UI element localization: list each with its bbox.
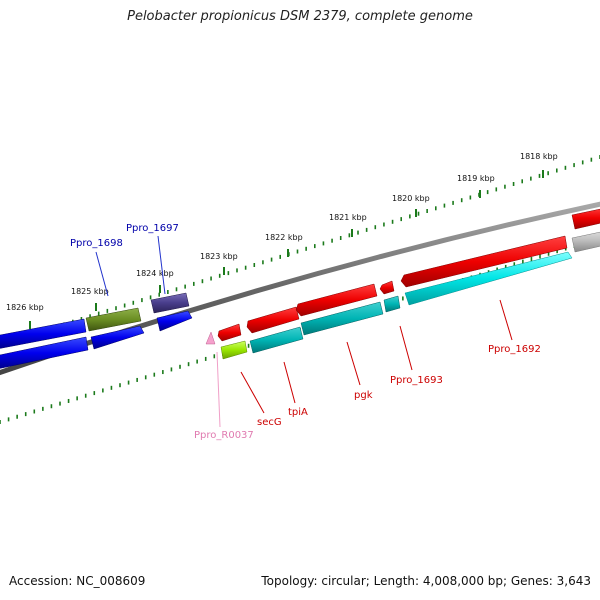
gene-label[interactable]: Ppro_1697 xyxy=(126,223,179,234)
scale-tick-label: 1826 kbp xyxy=(6,303,44,312)
gene-label[interactable]: tpiA xyxy=(288,407,308,418)
gene-ppro-1692-red[interactable] xyxy=(400,235,568,288)
gene-label[interactable]: Ppro_1693 xyxy=(390,375,443,386)
scale-tick-label: 1820 kbp xyxy=(392,194,430,203)
gene-olive[interactable] xyxy=(85,307,142,332)
leader-ppro-1697 xyxy=(157,235,166,295)
gene-label[interactable]: Ppro_1692 xyxy=(488,344,541,355)
gene-secg-lime[interactable] xyxy=(220,340,248,360)
label-leaders xyxy=(95,235,513,428)
scale-tick-label: 1823 kbp xyxy=(200,252,238,261)
gene-label[interactable]: secG xyxy=(257,417,282,428)
gene-label[interactable]: Ppro_1698 xyxy=(70,238,123,249)
gene-red-small-a[interactable] xyxy=(217,323,242,342)
scale-tick-label: 1819 kbp xyxy=(457,174,495,183)
scale-tick-label: 1818 kbp xyxy=(520,152,558,161)
reverse-strand-genes xyxy=(0,230,600,369)
gene-cyan-long[interactable] xyxy=(404,251,573,306)
gene-red-small-b[interactable] xyxy=(379,280,395,295)
forward-strand-genes xyxy=(0,207,600,349)
gene-label[interactable]: pgk xyxy=(354,390,373,401)
leader-ppro-1693 xyxy=(399,325,413,371)
gene-ppro-r0037-pink[interactable] xyxy=(205,331,216,345)
scale-tick-label: 1821 kbp xyxy=(329,213,367,222)
leader-ppro-1698 xyxy=(95,251,109,297)
gene-gray-edge[interactable] xyxy=(571,230,600,253)
gene-teal-c[interactable] xyxy=(383,295,401,313)
gene-blue-bottom-a[interactable] xyxy=(0,336,89,369)
scale-tick-label: 1822 kbp xyxy=(265,233,303,242)
leader-secg xyxy=(240,371,265,414)
gene-label[interactable]: Ppro_R0037 xyxy=(194,430,254,441)
gene-ppro-1697-navy[interactable] xyxy=(150,292,190,314)
leader-pgk xyxy=(346,341,361,386)
gene-blue-bottom-b[interactable] xyxy=(90,325,145,350)
scale-tick-label: 1825 kbp xyxy=(71,287,109,296)
gene-red-edge[interactable] xyxy=(571,207,600,230)
scale-tick-label: 1824 kbp xyxy=(136,269,174,278)
gene-tpia-red[interactable] xyxy=(246,306,300,334)
gene-teal-a[interactable] xyxy=(249,326,304,354)
leader-ppro-1692 xyxy=(499,299,513,341)
accession-text: Accession: NC_008609 xyxy=(9,574,146,588)
gene-teal-b[interactable] xyxy=(300,301,384,336)
scale-ticks: 1818 kbp 1819 kbp 1820 kbp 1821 kbp 1822 kbp… xyxy=(0,152,600,424)
leader-tpia xyxy=(283,361,296,404)
gene-blue-top[interactable] xyxy=(0,318,87,349)
map-title: Pelobacter propionicus DSM 2379, complet… xyxy=(127,9,473,24)
topology-summary-text: Topology: circular; Length: 4,008,000 bp… xyxy=(261,574,591,588)
leader-ppro-r0037 xyxy=(216,351,221,428)
gene-ppro-1698-blue[interactable] xyxy=(156,310,193,332)
gene-pgk-red[interactable] xyxy=(295,283,378,317)
